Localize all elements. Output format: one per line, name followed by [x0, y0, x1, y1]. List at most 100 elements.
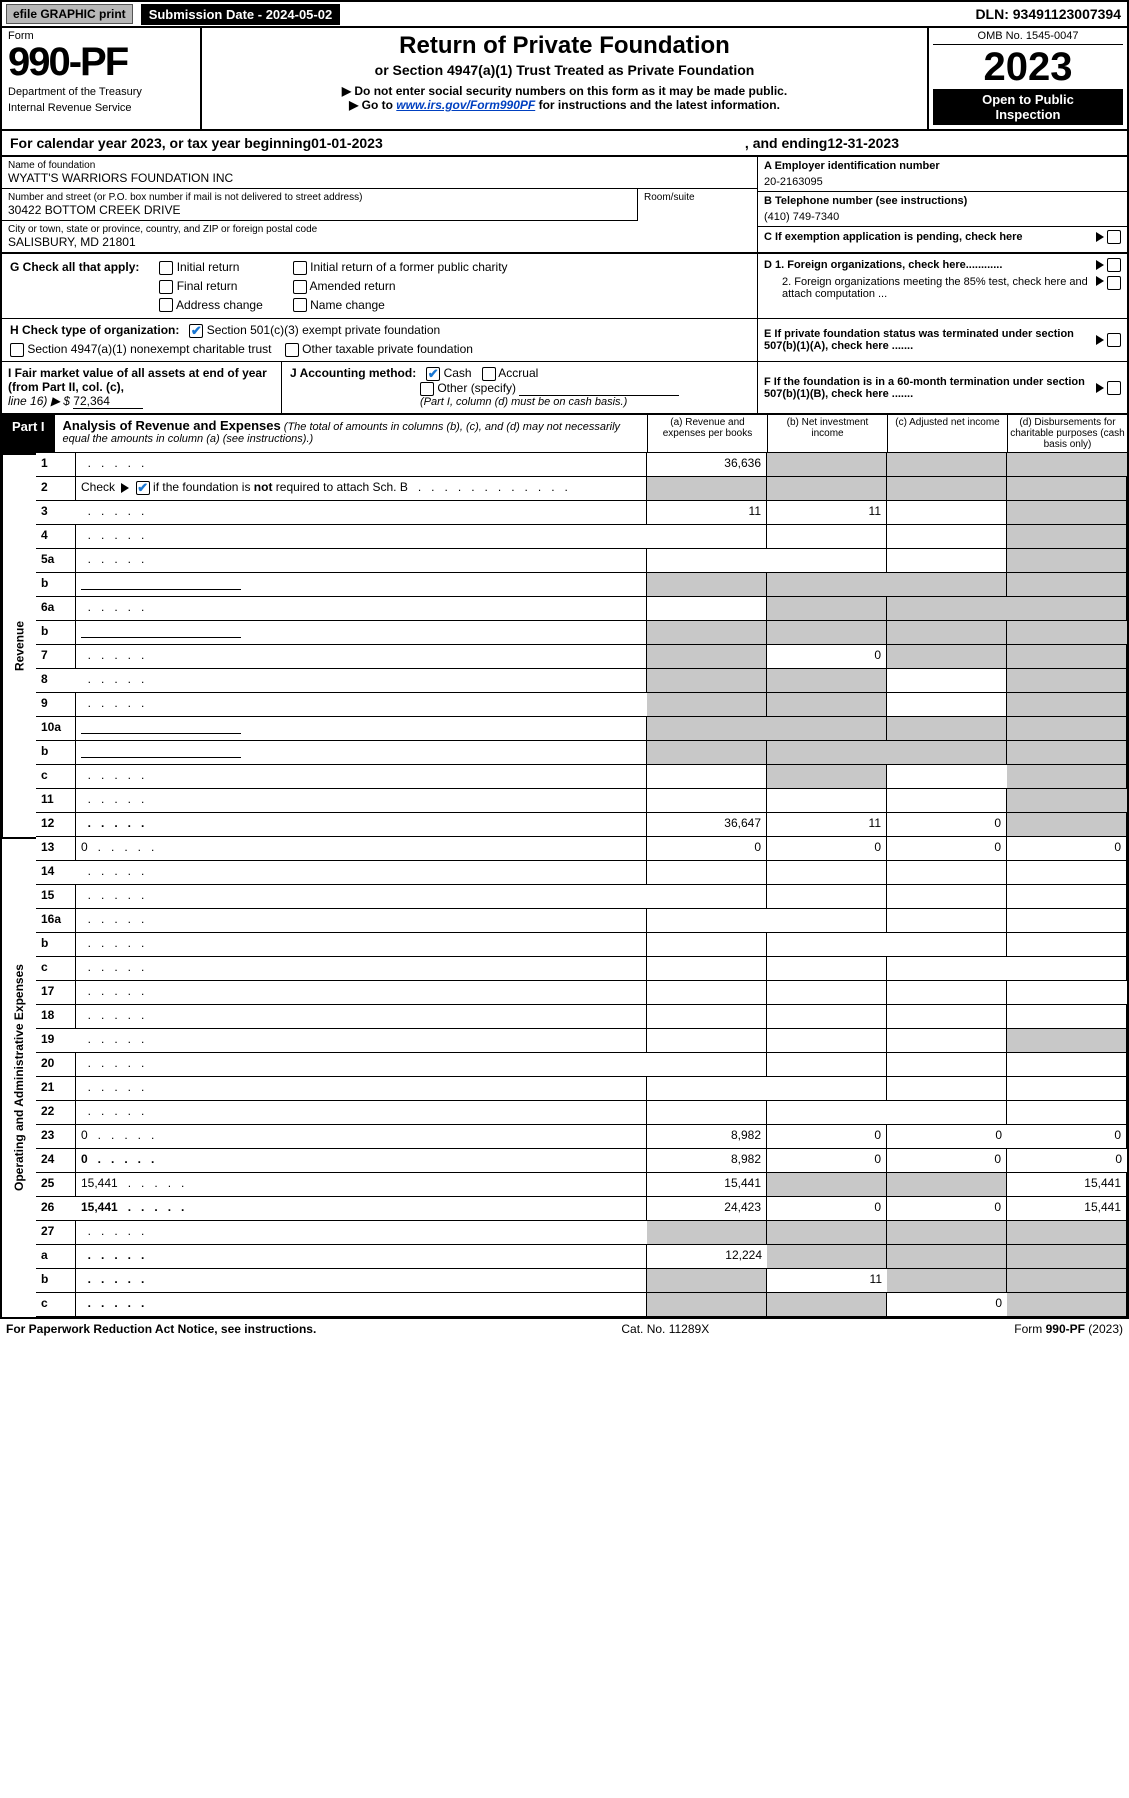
g-label: G Check all that apply: [10, 260, 139, 312]
cell-b: 0 [767, 1125, 887, 1149]
g-opt-final: Final return [159, 279, 262, 294]
row-desc: . . . . . [76, 861, 647, 885]
row-desc: . . . . . [76, 1269, 647, 1293]
col-d-hdr: (d) Disbursements for charitable purpose… [1007, 415, 1127, 452]
cell-a: 36,636 [647, 453, 767, 477]
cell-a: 12,224 [647, 1245, 767, 1269]
row-num: b [36, 573, 76, 597]
checkbox-other-taxable[interactable] [285, 343, 299, 357]
entity-block: Name of foundation WYATT'S WARRIORS FOUN… [0, 157, 1129, 254]
cell-a [647, 621, 767, 645]
cell-d [1007, 573, 1127, 597]
cal-begin: 01-01-2023 [311, 135, 383, 151]
row-num: 16a [36, 909, 76, 933]
other-specify-line [519, 382, 679, 396]
row-desc: . . . . . [76, 453, 647, 477]
row-num: 24 [36, 1149, 76, 1173]
checkbox-address[interactable] [159, 298, 173, 312]
entity-right: A Employer identification number 20-2163… [757, 157, 1127, 252]
cell-b [767, 1245, 887, 1269]
cell-b [767, 1221, 887, 1245]
cell-a [647, 1101, 767, 1125]
cell-a: 0 [647, 837, 767, 861]
checkbox-other-method[interactable] [420, 382, 434, 396]
j-accrual: Accrual [498, 366, 538, 380]
part1-label: Part I [2, 415, 55, 452]
row-desc: . . . . . [76, 1053, 647, 1077]
cell-c [887, 669, 1007, 693]
foundation-name: WYATT'S WARRIORS FOUNDATION INC [8, 171, 751, 185]
f-checkbox[interactable] [1107, 381, 1121, 395]
cell-c [887, 549, 1007, 573]
cell-c: 0 [887, 1293, 1007, 1317]
exemption-checkbox[interactable] [1107, 230, 1121, 244]
row-desc: . . . . . [76, 813, 647, 837]
e-label: E If private foundation status was termi… [764, 328, 1093, 352]
h-opt1: Section 501(c)(3) exempt private foundat… [207, 323, 440, 337]
d1-checkbox[interactable] [1107, 258, 1121, 272]
cell-b [767, 765, 887, 789]
cell-c: 0 [887, 1125, 1007, 1149]
cell-d [1007, 765, 1127, 789]
row-desc: . . . . . [76, 957, 647, 981]
cell-d: 0 [1007, 1149, 1127, 1173]
cell-a [647, 717, 767, 741]
cell-d [1007, 549, 1127, 573]
d2-checkbox[interactable] [1107, 276, 1121, 290]
cell-b [767, 981, 887, 1005]
cell-c [887, 597, 1007, 621]
g-d-block: G Check all that apply: Initial return I… [0, 254, 1129, 319]
cell-d [1007, 981, 1127, 1005]
checkbox-name[interactable] [293, 298, 307, 312]
cell-b [767, 933, 887, 957]
open-public: Open to Public Inspection [933, 89, 1123, 125]
row-desc [76, 741, 647, 765]
note-goto: ▶ Go to www.irs.gov/Form990PF for instru… [210, 98, 919, 112]
cell-d [1007, 741, 1127, 765]
cell-d [1007, 501, 1127, 525]
cell-a [647, 1221, 767, 1245]
checkbox-accrual[interactable] [482, 367, 496, 381]
row-num: 1 [36, 453, 76, 477]
row-desc: 15,441 . . . . . [76, 1197, 647, 1221]
cell-d [1007, 597, 1127, 621]
row-num: 18 [36, 1005, 76, 1029]
efile-print-button[interactable]: efile GRAPHIC print [6, 4, 133, 24]
side-label-revenue: Revenue [2, 453, 36, 837]
checkbox-initial-former[interactable] [293, 261, 307, 275]
h-section: H Check type of organization: Section 50… [10, 323, 757, 357]
e-checkbox[interactable] [1107, 333, 1121, 347]
tax-year: 2023 [984, 45, 1073, 89]
checkbox-4947[interactable] [10, 343, 24, 357]
d2-label: 2. Foreign organizations meeting the 85%… [764, 276, 1093, 300]
phone-cell: B Telephone number (see instructions) (4… [758, 192, 1127, 227]
cell-d: 15,441 [1007, 1173, 1127, 1197]
h-label: H Check type of organization: [10, 323, 179, 337]
cell-b [767, 1053, 887, 1077]
cell-b [767, 669, 887, 693]
footer-left: For Paperwork Reduction Act Notice, see … [6, 1322, 316, 1336]
checkbox-cash[interactable] [426, 367, 440, 381]
d1-label: D 1. Foreign organizations, check here..… [764, 259, 1093, 271]
cell-a [647, 525, 767, 549]
checkbox-501c3[interactable] [189, 324, 203, 338]
cell-b [767, 1173, 887, 1197]
top-bar-left: efile GRAPHIC print Submission Date - 20… [2, 4, 340, 25]
checkbox-final[interactable] [159, 280, 173, 294]
cell-b [767, 957, 887, 981]
footer-right: Form 990-PF (2023) [1014, 1322, 1123, 1336]
cell-b [767, 861, 887, 885]
checkbox-amended[interactable] [293, 280, 307, 294]
room-label: Room/suite [644, 192, 751, 203]
row-num: 25 [36, 1173, 76, 1197]
g-opt-address: Address change [159, 298, 262, 313]
checkbox-initial[interactable] [159, 261, 173, 275]
cell-b [767, 1077, 887, 1101]
city-cell: City or town, state or province, country… [2, 221, 757, 252]
row-desc [76, 573, 647, 597]
arrow-icon [1096, 335, 1104, 345]
irs-link[interactable]: www.irs.gov/Form990PF [396, 98, 535, 112]
cell-c [887, 453, 1007, 477]
cell-b [767, 717, 887, 741]
cell-d [1007, 1293, 1127, 1317]
